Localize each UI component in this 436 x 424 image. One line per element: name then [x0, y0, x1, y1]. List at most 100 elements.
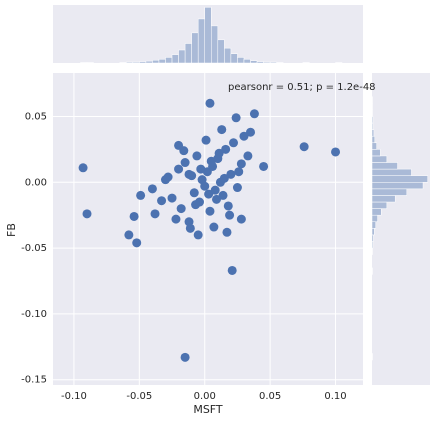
point — [174, 164, 184, 174]
hist-bar — [371, 175, 428, 183]
point — [221, 144, 231, 154]
hist-bar — [204, 7, 212, 64]
hist-bar — [269, 61, 277, 64]
point — [210, 185, 220, 195]
point — [205, 206, 215, 216]
point — [225, 210, 235, 220]
point — [150, 209, 160, 219]
point — [299, 142, 309, 152]
hist-bar — [171, 54, 179, 64]
point — [174, 140, 184, 150]
point — [222, 227, 232, 237]
hist-bar — [211, 25, 219, 64]
point — [201, 135, 211, 145]
point — [218, 190, 228, 200]
point — [226, 169, 236, 179]
hist-bar — [217, 39, 225, 64]
hist-bar — [237, 57, 245, 64]
point — [136, 190, 146, 200]
point — [193, 230, 203, 240]
hist-bar — [371, 241, 374, 249]
hist-bar — [230, 53, 238, 64]
right-hist-bg — [372, 73, 430, 385]
hist-bar — [191, 32, 199, 64]
point — [249, 109, 259, 119]
x-tick-label: 0.05 — [259, 391, 281, 402]
point — [200, 181, 210, 191]
hist-bar — [263, 61, 271, 64]
point — [231, 113, 241, 123]
point — [212, 194, 222, 204]
point — [223, 201, 233, 211]
hist-bar — [371, 142, 377, 150]
point — [160, 175, 170, 185]
y-tick-label: -0.10 — [21, 309, 47, 320]
point — [229, 138, 239, 148]
hist-bar — [371, 195, 396, 203]
x-tick-label: 0.00 — [194, 391, 216, 402]
hist-bar — [197, 18, 205, 64]
point — [239, 131, 249, 141]
point — [82, 209, 92, 219]
hist-bar — [371, 129, 375, 137]
point — [236, 214, 246, 224]
point — [214, 148, 224, 158]
point — [176, 204, 186, 214]
hist-bar — [371, 188, 408, 196]
point — [331, 147, 341, 157]
point — [124, 230, 134, 240]
point — [184, 169, 194, 179]
point — [206, 156, 216, 166]
hist-bar — [371, 116, 374, 124]
hist-bar — [371, 234, 374, 242]
point — [196, 164, 206, 174]
x-tick-label: -0.10 — [61, 391, 87, 402]
hist-bar — [371, 182, 424, 190]
point — [171, 214, 181, 224]
point — [167, 193, 177, 203]
hist-bar — [371, 228, 375, 236]
point — [236, 159, 246, 169]
point — [234, 167, 244, 177]
point — [246, 127, 256, 137]
y-tick-label: -0.15 — [21, 375, 47, 386]
point — [189, 188, 199, 198]
point — [147, 184, 157, 194]
hist-bar — [250, 60, 258, 64]
hist-bar — [184, 43, 192, 64]
point — [180, 352, 190, 362]
point — [232, 183, 242, 193]
x-axis-label: MSFT — [193, 403, 223, 416]
hist-bar — [132, 61, 140, 64]
hist-bar — [152, 59, 160, 64]
point — [204, 189, 214, 199]
top-hist-bg — [53, 5, 363, 63]
x-tick-label: -0.05 — [126, 391, 152, 402]
point — [157, 196, 167, 206]
annotation: pearsonr = 0.51; p = 1.2e-48 — [228, 82, 376, 93]
hist-bar — [371, 135, 376, 144]
hist-bar — [371, 155, 388, 163]
hist-bar — [371, 149, 381, 157]
point — [78, 163, 88, 173]
hist-bar — [371, 208, 382, 216]
point — [243, 151, 253, 161]
hist-bar — [178, 49, 186, 64]
main-plot-bg — [53, 73, 363, 385]
hist-bar — [371, 162, 398, 170]
point — [209, 222, 219, 232]
hist-bar — [371, 122, 374, 130]
hist-bar — [125, 61, 134, 64]
y-axis-label: FB — [5, 223, 18, 237]
y-tick-label: -0.05 — [21, 243, 47, 254]
hist-bar — [371, 214, 378, 223]
point — [129, 211, 139, 221]
y-tick-label: 0.00 — [25, 177, 47, 188]
hist-bar — [371, 201, 388, 209]
point — [217, 125, 227, 135]
point — [180, 158, 190, 168]
hist-bar — [139, 61, 147, 64]
point — [191, 200, 201, 210]
